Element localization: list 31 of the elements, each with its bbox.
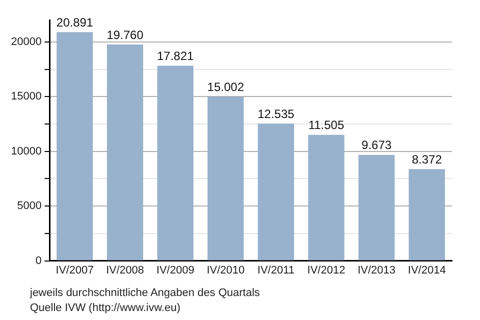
bar bbox=[106, 44, 144, 260]
y-tick-label: 10000 bbox=[10, 145, 42, 158]
x-tick-label: IV/2010 bbox=[206, 264, 245, 276]
data-label: 12.535 bbox=[258, 106, 295, 121]
source-note: Quelle IVW (http://www.ivw.eu) bbox=[30, 301, 182, 316]
y-tick-label: 15000 bbox=[10, 90, 42, 103]
y-tick-label: 20000 bbox=[10, 36, 42, 48]
y-tick-label: 5000 bbox=[17, 200, 42, 212]
y-tick-label: 0 bbox=[35, 254, 42, 267]
data-label: 19.760 bbox=[106, 28, 144, 42]
x-tick-label: IV/2009 bbox=[156, 264, 194, 276]
x-tick-label: IV/2012 bbox=[307, 264, 346, 276]
data-label: 11.505 bbox=[308, 118, 344, 132]
bar bbox=[408, 169, 445, 260]
bar bbox=[308, 134, 344, 260]
x-tick-label: IV/2014 bbox=[408, 264, 446, 276]
bar bbox=[208, 96, 244, 260]
data-label: 15.002 bbox=[207, 80, 244, 94]
data-label: 9.673 bbox=[362, 138, 392, 152]
bar bbox=[258, 124, 294, 260]
x-tick-label: IV/2007 bbox=[56, 264, 94, 276]
x-tick-label: IV/2013 bbox=[358, 264, 396, 276]
data-label: 8.372 bbox=[412, 152, 442, 166]
x-tick-label: IV/2011 bbox=[257, 264, 294, 276]
text: jeweils durchschnittliche Angaben des Quartals bbox=[30, 286, 261, 301]
data-label: 17.821 bbox=[156, 49, 194, 64]
bar bbox=[56, 32, 93, 260]
data-label: 20.891 bbox=[56, 15, 94, 30]
bar bbox=[358, 154, 395, 260]
x-tick-label: IV/2008 bbox=[106, 264, 144, 276]
bar bbox=[157, 66, 194, 260]
